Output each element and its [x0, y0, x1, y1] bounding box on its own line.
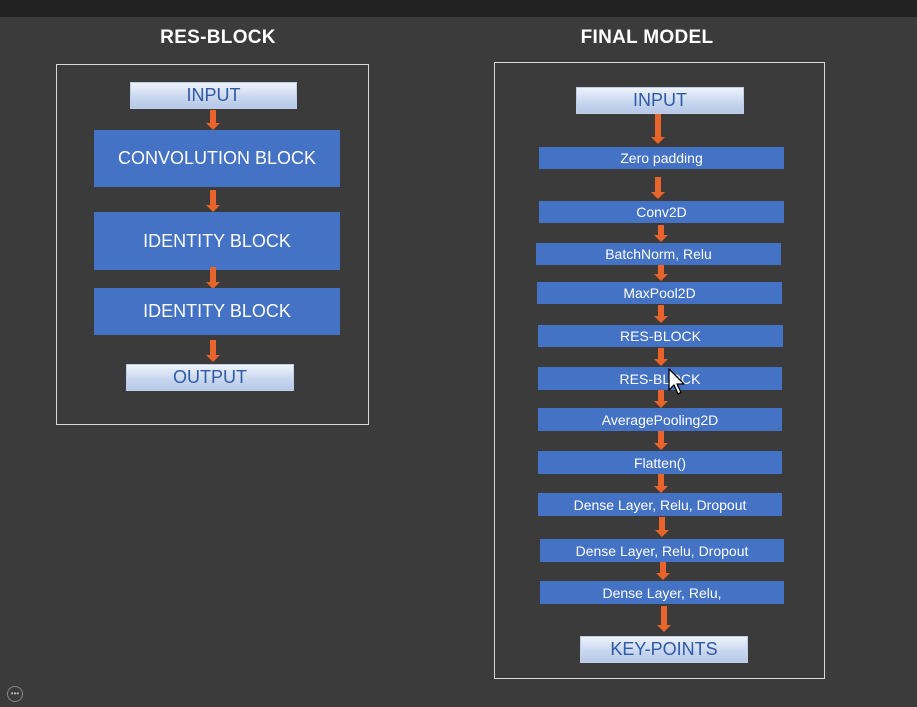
arrow: [654, 265, 668, 281]
final-model-output: KEY-POINTS: [580, 636, 748, 663]
arrow: [657, 606, 671, 632]
final-model-layer: RES-BLOCK: [538, 325, 783, 347]
arrow: [651, 177, 665, 199]
arrow: [654, 225, 668, 242]
res-block-step: IDENTITY BLOCK: [94, 212, 340, 270]
arrow: [654, 474, 668, 493]
final-model-layer: Zero padding: [539, 147, 784, 169]
arrow: [206, 190, 220, 212]
final-model-layer: Dense Layer, Relu, Dropout: [540, 539, 784, 562]
res-block-panel: [56, 64, 369, 425]
arrow: [651, 114, 665, 144]
final-model-input: INPUT: [576, 87, 744, 114]
res-block-output: OUTPUT: [126, 364, 294, 391]
final-model-layer: AveragePooling2D: [538, 408, 782, 431]
arrow: [654, 390, 668, 408]
final-model-layer: BatchNorm, Relu: [536, 243, 781, 265]
final-model-layer: MaxPool2D: [537, 282, 782, 304]
res-block-step: CONVOLUTION BLOCK: [94, 130, 340, 187]
arrow: [655, 517, 669, 537]
more-options-icon[interactable]: •••: [7, 686, 23, 702]
arrow: [206, 110, 220, 130]
final-model-panel: [494, 62, 825, 679]
mouse-cursor-icon: [668, 368, 685, 395]
arrow: [206, 267, 220, 289]
arrow: [654, 348, 668, 366]
final-model-layer: RES-BLOCK: [538, 367, 782, 390]
final-model-layer: Conv2D: [539, 201, 784, 223]
arrow: [654, 305, 668, 323]
final-model-layer: Dense Layer, Relu,: [540, 581, 784, 604]
arrow: [656, 562, 670, 580]
top-bar: [0, 0, 917, 17]
arrow: [654, 431, 668, 450]
final-model-title: FINAL MODEL: [580, 27, 714, 48]
final-model-layer: Flatten(): [538, 451, 782, 474]
res-block-input: INPUT: [130, 82, 297, 109]
final-model-layer: Dense Layer, Relu, Dropout: [538, 493, 782, 516]
arrow: [206, 340, 220, 362]
res-block-step: IDENTITY BLOCK: [94, 288, 340, 335]
res-block-title: RES-BLOCK: [160, 27, 276, 48]
